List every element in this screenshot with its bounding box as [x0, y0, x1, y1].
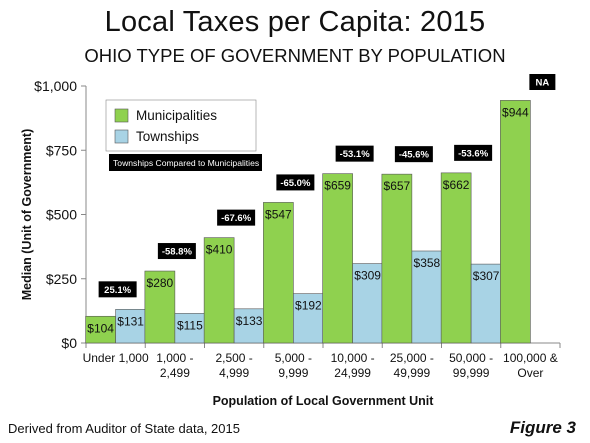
x-tick-label: Under 1,000	[83, 351, 149, 365]
data-label-townships: $133	[236, 314, 263, 328]
x-tick-label: 24,999	[334, 366, 371, 380]
legend-label-townships: Townships	[136, 129, 199, 144]
x-tick-label: 25,000 -	[390, 351, 434, 365]
bar-townships	[174, 313, 206, 344]
annotation-label: NA	[536, 78, 550, 89]
data-label-townships: $131	[117, 314, 144, 328]
bar-municipalities	[85, 315, 116, 344]
data-label-townships: $309	[354, 269, 381, 283]
annotation-box	[217, 209, 256, 226]
annotation-label: -53.6%	[458, 148, 489, 159]
legend-note-box	[109, 154, 262, 171]
x-tick-label: 5,000 -	[275, 351, 312, 365]
bar-townships	[352, 263, 383, 344]
legend-label-municipalities: Municipalities	[136, 108, 217, 123]
data-label-municipalities: $662	[443, 178, 470, 192]
y-tick-label: $0	[61, 335, 77, 351]
annotation-box	[454, 144, 493, 161]
annotation-label: -53.1%	[340, 149, 371, 160]
y-tick-label: $750	[46, 142, 77, 158]
y-tick-label: $1,000	[34, 78, 77, 94]
x-tick-label: 4,999	[219, 366, 249, 380]
legend-box	[105, 99, 257, 152]
annotation-label: -45.6%	[399, 150, 430, 161]
data-label-townships: $115	[177, 318, 203, 332]
bar-municipalities	[263, 202, 294, 344]
data-label-municipalities: $280	[147, 276, 174, 290]
bar-townships	[115, 309, 146, 344]
annotation-box	[335, 145, 374, 162]
figure-label: Figure 3	[509, 418, 576, 437]
chart-subtitle: OHIO TYPE OF GOVERNMENT BY POPULATION	[84, 45, 506, 66]
x-tick-label: 100,000 &	[503, 351, 558, 365]
legend-note-text: Townships Compared to Municipalities	[113, 158, 259, 168]
bar-municipalities	[440, 172, 472, 344]
bar-municipalities	[144, 270, 176, 344]
annotation-label: 25.1%	[104, 285, 131, 296]
bar-municipalities	[500, 100, 531, 344]
bar-townships	[411, 250, 443, 344]
data-label-townships: $192	[295, 299, 322, 313]
chart-title: Local Taxes per Capita: 2015	[104, 6, 486, 38]
bar-municipalities	[203, 237, 235, 344]
y-tick-label: $500	[46, 207, 77, 223]
x-tick-label: 2,500 -	[215, 351, 252, 365]
annotation-label: -67.6%	[221, 213, 252, 224]
data-label-municipalities: $657	[384, 179, 411, 193]
source-note: Derived from Auditor of State data, 2015	[8, 421, 240, 436]
annotation-label: -65.0%	[280, 178, 311, 189]
bar-municipalities	[322, 173, 353, 344]
y-tick-label: $250	[46, 271, 77, 287]
x-tick-label: 10,000 -	[331, 351, 375, 365]
data-label-municipalities: $659	[324, 179, 351, 193]
x-tick-label: 2,499	[160, 366, 190, 380]
x-tick-label: 99,999	[453, 366, 490, 380]
x-tick-label: 1,000 -	[156, 351, 193, 365]
x-tick-label: Over	[517, 366, 543, 380]
data-label-municipalities: $410	[206, 243, 233, 257]
bar-municipalities	[381, 173, 413, 344]
data-label-townships: $307	[473, 269, 500, 283]
data-label-municipalities: $547	[265, 207, 292, 221]
x-tick-label: 9,999	[278, 366, 308, 380]
x-tick-label: 50,000 -	[449, 351, 493, 365]
bar-townships	[293, 293, 324, 344]
annotation-box	[529, 74, 556, 90]
x-axis-title: Population of Local Government Unit	[213, 394, 435, 408]
legend-swatch-municipalities	[114, 108, 129, 123]
data-label-townships: $358	[414, 256, 441, 270]
bar-townships	[470, 263, 502, 344]
data-label-municipalities: $944	[502, 105, 529, 119]
annotation-box	[98, 281, 137, 298]
y-axis-title: Median (Unit of Government)	[20, 129, 34, 301]
annotation-box	[276, 174, 315, 191]
annotation-box	[157, 243, 196, 260]
legend-swatch-townships	[114, 129, 129, 144]
data-label-municipalities: $104	[87, 321, 114, 335]
x-tick-label: 49,999	[394, 366, 431, 380]
annotation-label: -58.8%	[162, 247, 193, 258]
annotation-box	[394, 146, 433, 163]
